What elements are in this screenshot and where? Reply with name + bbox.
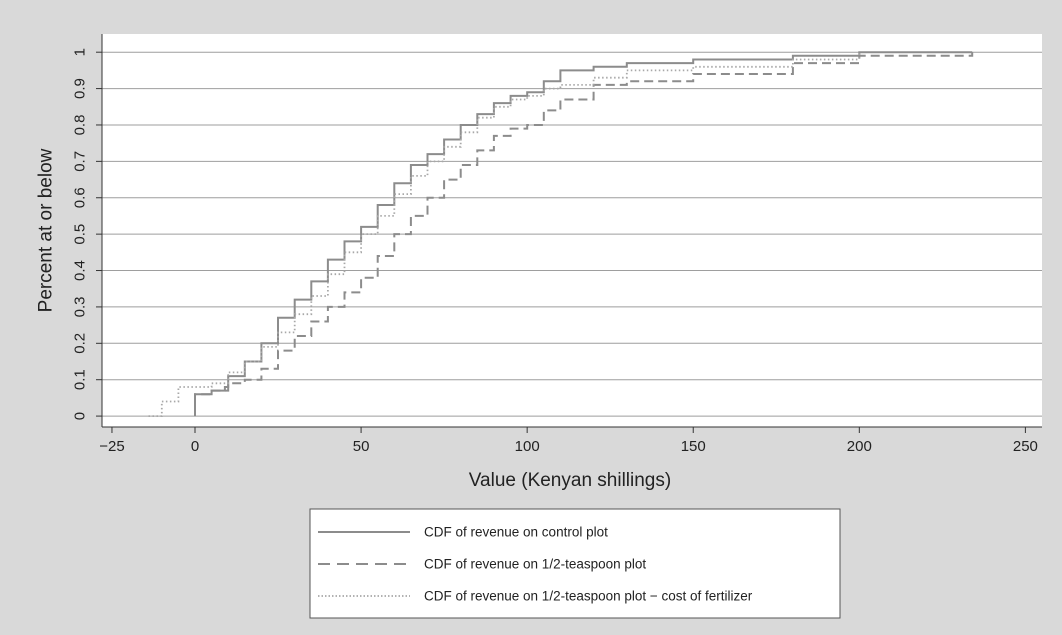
y-tick-label: 0 bbox=[72, 412, 89, 420]
x-tick-label: 50 bbox=[353, 438, 370, 455]
legend: CDF of revenue on control plot CDF of rev… bbox=[309, 508, 841, 619]
legend-label: CDF of revenue on control plot bbox=[424, 525, 608, 540]
y-tick-label: 0.5 bbox=[72, 224, 89, 245]
legend-label: CDF of revenue on 1/2-teaspoon plot − co… bbox=[424, 589, 753, 604]
y-tick-label: 0.3 bbox=[72, 296, 89, 317]
x-tick-label: 0 bbox=[191, 438, 199, 455]
series-line-dashed bbox=[194, 52, 974, 417]
x-tick-label: −25 bbox=[99, 438, 124, 455]
series-lines bbox=[148, 51, 974, 417]
y-tick-label: 0.4 bbox=[72, 260, 89, 281]
plot-area bbox=[102, 34, 1042, 427]
x-tick-label: 250 bbox=[1013, 438, 1038, 455]
y-tick-label: 0.7 bbox=[72, 151, 89, 172]
y-tick-label: 0.9 bbox=[72, 78, 89, 99]
y-tick-label: 1 bbox=[72, 48, 89, 56]
x-tick-label: 200 bbox=[847, 438, 872, 455]
x-tick-label: 150 bbox=[681, 438, 706, 455]
axes: 0 0.1 0.2 0.3 0.4 0.5 0.6 0.7 0.8 0.9 1 −25 0 50 100 15… bbox=[72, 34, 1042, 455]
y-tick-label: 0.8 bbox=[72, 115, 89, 136]
x-axis-title: Value (Kenyan shillings) bbox=[469, 470, 671, 491]
series-line-solid bbox=[194, 51, 973, 417]
series-line-dotted bbox=[148, 52, 861, 417]
y-axis-title: Percent at or below bbox=[36, 148, 57, 312]
y-tick-label: 0.2 bbox=[72, 333, 89, 354]
y-tick-label: 0.6 bbox=[72, 187, 89, 208]
x-tick-label: 100 bbox=[515, 438, 540, 455]
legend-label: CDF of revenue on 1/2-teaspoon plot bbox=[424, 557, 646, 572]
y-tick-label: 0.1 bbox=[72, 369, 89, 390]
